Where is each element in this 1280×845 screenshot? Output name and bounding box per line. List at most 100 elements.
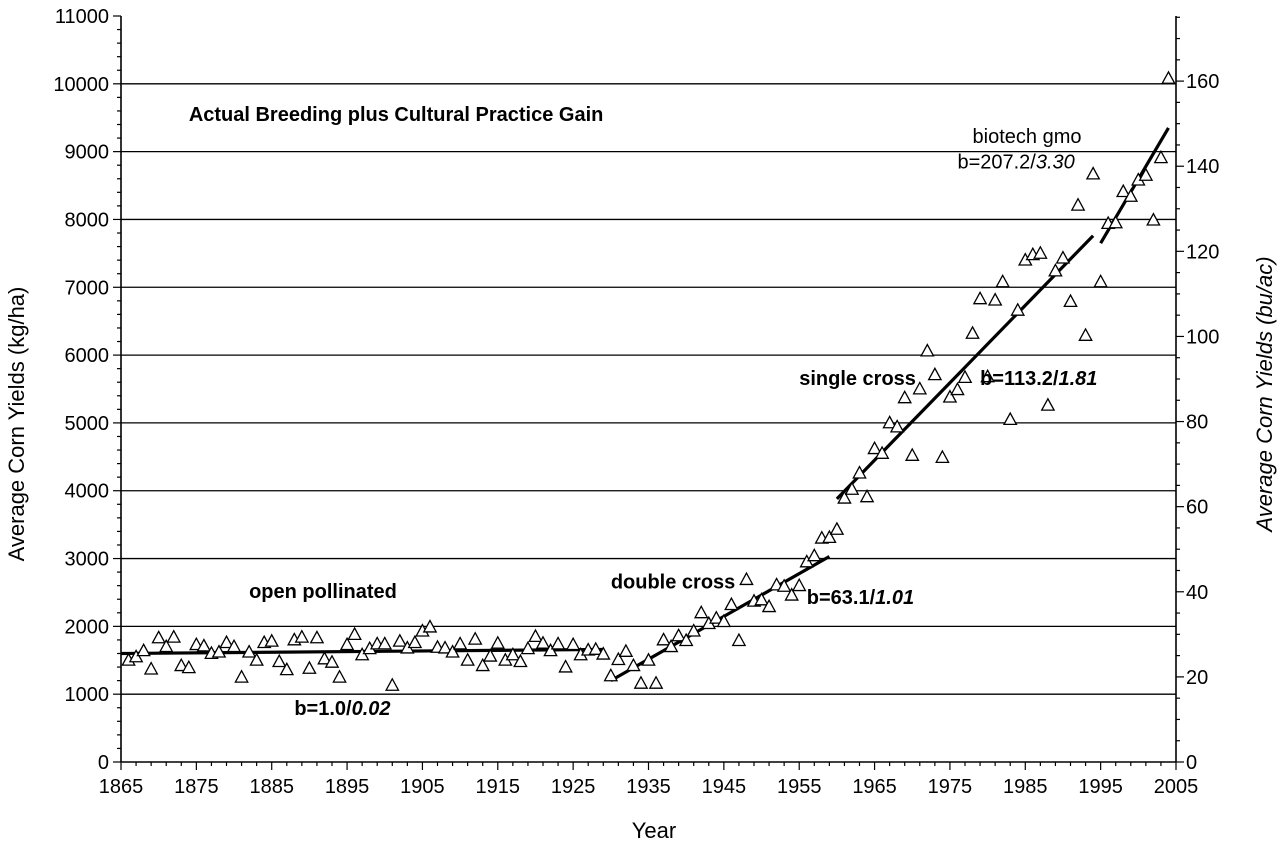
data-point bbox=[332, 669, 347, 683]
annotation: b=1.0/0.02 bbox=[294, 698, 390, 720]
data-point bbox=[611, 651, 626, 666]
data-point bbox=[633, 675, 649, 689]
data-point bbox=[347, 626, 362, 641]
data-point bbox=[324, 654, 340, 668]
data-point bbox=[264, 633, 280, 647]
data-point bbox=[543, 642, 558, 657]
data-point bbox=[829, 521, 845, 535]
data-point bbox=[987, 292, 1003, 306]
data-point bbox=[294, 629, 310, 643]
data-point bbox=[505, 646, 521, 661]
data-point bbox=[467, 631, 483, 645]
y-tick-label: 1000 bbox=[65, 684, 110, 706]
x-axis-title: Year bbox=[632, 818, 676, 843]
data-point bbox=[806, 547, 822, 562]
data-point bbox=[151, 630, 166, 644]
y-right-tick-label: 160 bbox=[1186, 71, 1219, 93]
data-point bbox=[1138, 167, 1154, 181]
data-point bbox=[136, 642, 151, 657]
data-point bbox=[475, 657, 491, 672]
x-tick-label: 1935 bbox=[626, 776, 671, 798]
data-point bbox=[724, 596, 739, 611]
data-point bbox=[241, 644, 257, 658]
y-tick-label: 8000 bbox=[65, 209, 110, 231]
data-point bbox=[972, 290, 988, 305]
data-point bbox=[935, 449, 950, 464]
data-point bbox=[422, 619, 438, 633]
data-point bbox=[535, 635, 551, 649]
data-point bbox=[716, 613, 732, 628]
data-point bbox=[437, 640, 453, 654]
data-point bbox=[1010, 302, 1026, 316]
x-tick-label: 1985 bbox=[1003, 776, 1048, 798]
data-point bbox=[460, 652, 475, 666]
data-point bbox=[302, 660, 317, 674]
data-point bbox=[1161, 70, 1176, 84]
data-point bbox=[859, 488, 875, 503]
data-point bbox=[1033, 245, 1048, 259]
data-point bbox=[709, 610, 724, 624]
y-tick-label: 0 bbox=[98, 752, 109, 774]
data-point bbox=[173, 657, 189, 672]
data-point bbox=[588, 641, 604, 655]
data-point bbox=[166, 629, 182, 643]
x-tick-label: 1965 bbox=[852, 776, 897, 798]
x-tick-label: 1885 bbox=[249, 776, 294, 798]
y-right-tick-label: 0 bbox=[1186, 752, 1197, 774]
data-point bbox=[1146, 212, 1161, 226]
data-point bbox=[513, 653, 528, 668]
data-point bbox=[339, 636, 355, 651]
data-point bbox=[219, 634, 234, 649]
data-point bbox=[392, 633, 408, 647]
x-tick-label: 1875 bbox=[174, 776, 219, 798]
data-point bbox=[648, 675, 664, 689]
annotations: Actual Breeding plus Cultural Practice G… bbox=[189, 104, 1098, 720]
data-point bbox=[897, 389, 913, 404]
data-point bbox=[686, 623, 702, 637]
x-tick-label: 1895 bbox=[325, 776, 370, 798]
x-tick-label: 1975 bbox=[928, 776, 973, 798]
data-point bbox=[980, 368, 995, 383]
data-point bbox=[558, 659, 573, 673]
data-point bbox=[1048, 263, 1063, 277]
data-point bbox=[942, 389, 958, 403]
data-point bbox=[603, 668, 619, 682]
data-point bbox=[663, 638, 679, 653]
data-point bbox=[950, 381, 965, 396]
y-right-tick-label: 80 bbox=[1186, 412, 1208, 434]
data-point bbox=[656, 632, 671, 646]
data-point bbox=[761, 598, 777, 613]
data-point bbox=[1123, 188, 1139, 202]
data-point bbox=[1115, 183, 1131, 198]
x-tick-label: 1945 bbox=[702, 776, 747, 798]
data-point bbox=[889, 419, 905, 433]
data-point bbox=[1040, 397, 1056, 411]
data-point bbox=[874, 445, 890, 459]
annotation: b=63.1/1.01 bbox=[807, 587, 914, 609]
data-point bbox=[882, 415, 897, 429]
data-point bbox=[384, 677, 400, 691]
data-point bbox=[1085, 166, 1101, 180]
annotation: b=113.2/1.81 bbox=[980, 368, 1097, 390]
data-points bbox=[121, 70, 1176, 691]
data-point bbox=[317, 651, 332, 665]
y-right-tick-label: 140 bbox=[1186, 156, 1219, 178]
y-right-tick-label: 100 bbox=[1186, 326, 1219, 348]
annotation: double cross bbox=[611, 571, 735, 593]
y-tick-label: 3000 bbox=[65, 549, 110, 571]
data-point bbox=[693, 604, 709, 619]
data-point bbox=[731, 632, 747, 647]
data-point bbox=[1070, 197, 1086, 211]
data-point bbox=[1055, 250, 1071, 264]
data-point bbox=[904, 447, 920, 461]
data-point bbox=[1093, 273, 1108, 288]
annotation: Actual Breeding plus Cultural Practice G… bbox=[189, 104, 604, 126]
y-tick-label: 5000 bbox=[65, 413, 110, 435]
data-point bbox=[279, 661, 295, 676]
data-point bbox=[965, 325, 980, 339]
x-tick-label: 1955 bbox=[777, 776, 822, 798]
data-point bbox=[776, 578, 792, 592]
y-tick-label: 11000 bbox=[55, 6, 109, 28]
data-point bbox=[211, 644, 227, 658]
